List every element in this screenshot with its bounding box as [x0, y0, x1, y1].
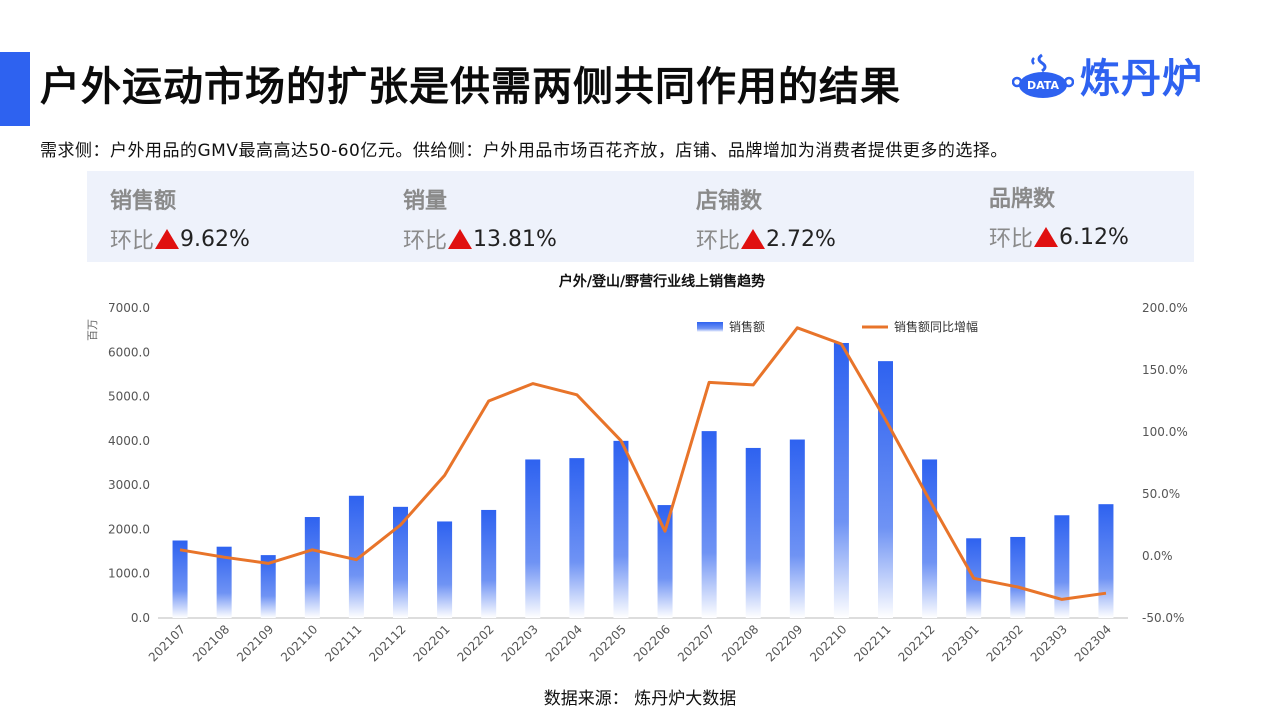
legend-line-label: 销售额同比增幅 — [894, 319, 978, 334]
y-tick-label: 3000.0 — [108, 478, 150, 492]
x-tick-label: 202211 — [851, 622, 893, 664]
title-accent-bar — [0, 52, 30, 126]
legend: 销售额 销售额同比增幅 — [697, 319, 978, 334]
bar-202204 — [569, 458, 585, 618]
y2-tick-label: 100.0% — [1142, 425, 1188, 439]
kpi-volume: 销量 环比 13.81% — [403, 183, 557, 255]
kpi-stores: 店铺数 环比 2.72% — [696, 183, 836, 255]
bar-202211 — [878, 361, 893, 618]
page-subtitle: 需求侧：户外用品的GMV最高高达50-60亿元。供给侧：户外用品市场百花齐放，店… — [40, 141, 1008, 161]
bar-202201 — [437, 521, 453, 618]
bar-202109 — [260, 555, 276, 618]
y-tick-label: 0.0 — [131, 611, 150, 625]
bar-202304 — [1098, 504, 1114, 618]
up-triangle-icon — [741, 229, 766, 249]
bar-202209 — [789, 439, 805, 618]
y-tick-label: 5000.0 — [108, 390, 150, 404]
x-tick-label: 202212 — [895, 622, 937, 664]
x-tick-label: 202207 — [675, 622, 717, 664]
x-tick-label: 202208 — [719, 622, 761, 664]
kpi-value: 9.62% — [180, 226, 250, 252]
up-triangle-icon — [1034, 227, 1059, 247]
y-tick-label: 1000.0 — [108, 567, 150, 581]
y2-tick-label: 50.0% — [1142, 487, 1180, 501]
bar-202207 — [701, 431, 717, 618]
y2-tick-label: 150.0% — [1142, 363, 1188, 377]
bar-202108 — [216, 546, 232, 618]
up-triangle-icon — [155, 229, 180, 249]
kpi-prefix: 环比 — [989, 227, 1034, 252]
y2-tick-label: 0.0% — [1142, 549, 1173, 563]
bar-202303 — [1054, 515, 1070, 618]
bar-202205 — [613, 440, 629, 618]
kpi-prefix: 环比 — [403, 229, 448, 254]
x-tick-label: 202111 — [322, 622, 364, 664]
sales-trend-chart: 户外/登山/野营行业线上销售趋势 百万 7000.0 6000.0 5000.0 40… — [86, 273, 1188, 665]
kpi-sales: 销售额 环比 9.62% — [110, 183, 250, 255]
y-tick-label: 2000.0 — [108, 522, 150, 536]
logo-badge-text: DATA — [1027, 79, 1059, 92]
kpi-name: 销量 — [403, 189, 448, 214]
logo-text: 炼丹炉 — [1080, 56, 1203, 102]
data-source: 数据来源： 炼丹炉大数据 — [543, 689, 737, 709]
brand-logo: DATA 炼丹炉 — [1012, 46, 1203, 104]
bar-202206 — [657, 505, 673, 618]
y2-tick-label: 200.0% — [1142, 301, 1188, 315]
growth-line — [179, 326, 1107, 601]
bar-202212 — [922, 459, 938, 618]
bar-202111 — [348, 495, 364, 618]
x-tick-label: 202201 — [410, 622, 452, 664]
legend-bar-label: 销售额 — [729, 319, 765, 334]
plot-area: 7000.0 6000.0 5000.0 4000.0 3000.0 2000.0 1000… — [108, 301, 1188, 665]
x-tick-label: 202206 — [631, 622, 673, 664]
kpi-name: 店铺数 — [696, 189, 763, 214]
chart-title: 户外/登山/野营行业线上销售趋势 — [559, 273, 765, 290]
x-tick-label: 202205 — [587, 622, 629, 664]
x-tick-label: 202204 — [543, 622, 585, 664]
x-tick-label: 202108 — [190, 622, 232, 664]
kpi-name: 销售额 — [110, 189, 177, 214]
x-tick-label: 202302 — [984, 622, 1026, 664]
bar-202210 — [833, 342, 849, 618]
bar-202302 — [1010, 536, 1026, 618]
kpi-name: 品牌数 — [989, 187, 1056, 212]
x-tick-label: 202107 — [146, 622, 188, 664]
kpi-brands: 品牌数 环比 6.12% — [989, 181, 1129, 253]
bar-202110 — [304, 517, 320, 618]
x-tick-label: 202210 — [807, 622, 849, 664]
y2-tick-label: -50.0% — [1142, 611, 1184, 625]
cauldron-icon: DATA — [1012, 53, 1074, 98]
bar-202203 — [525, 459, 541, 618]
bar-202202 — [481, 509, 497, 618]
x-tick-label: 202112 — [366, 622, 408, 664]
x-tick-label: 202202 — [455, 622, 497, 664]
up-triangle-icon — [448, 229, 473, 249]
y-axis-label: 百万 — [86, 319, 99, 341]
x-tick-label: 202203 — [499, 622, 541, 664]
legend-bar-swatch — [697, 322, 723, 332]
x-tick-label: 202303 — [1028, 622, 1070, 664]
x-tick-label: 202304 — [1072, 622, 1114, 664]
bar-202208 — [745, 447, 761, 618]
bar-202107 — [172, 540, 188, 618]
x-tick-label: 202110 — [278, 622, 320, 664]
kpi-value: 13.81% — [473, 226, 557, 252]
kpi-panel: 销售额 环比 9.62% 销量 环比 13.81% 店铺数 环比 2.72% 品牌数 … — [87, 171, 1194, 262]
x-tick-label: 202109 — [234, 622, 276, 664]
page-title: 户外运动市场的扩张是供需两侧共同作用的结果 — [40, 64, 901, 110]
x-tick-label: 202209 — [763, 622, 805, 664]
y-tick-label: 7000.0 — [108, 301, 150, 315]
kpi-prefix: 环比 — [110, 229, 155, 254]
bar-202112 — [393, 506, 408, 618]
y-tick-label: 4000.0 — [108, 434, 150, 448]
kpi-prefix: 环比 — [696, 229, 741, 254]
x-tick-label: 202301 — [940, 622, 982, 664]
y-tick-label: 6000.0 — [108, 345, 150, 359]
kpi-value: 6.12% — [1059, 224, 1129, 250]
kpi-value: 2.72% — [766, 226, 836, 252]
